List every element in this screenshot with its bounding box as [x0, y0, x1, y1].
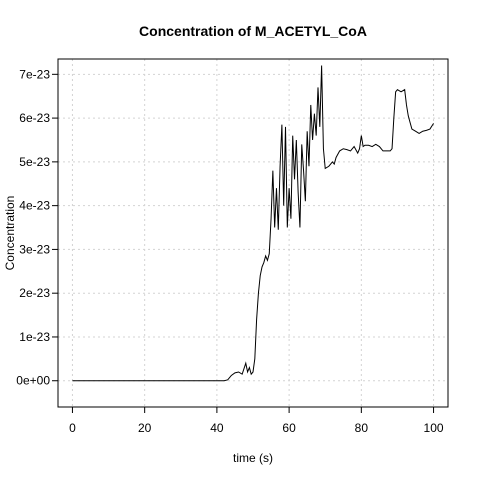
plot-frame — [57, 58, 449, 408]
y-tick-label: 2e-23 — [19, 286, 50, 300]
x-tick-label: 80 — [355, 421, 369, 435]
series-line — [72, 65, 434, 382]
y-axis-label: Concentration — [3, 196, 17, 271]
x-tick-label: 20 — [138, 421, 152, 435]
y-tick-label: 4e-23 — [19, 199, 50, 213]
y-axis: 0e+00 1e-23 2e-23 3e-23 4e-23 5e-23 6e-23 7e-23 — [16, 67, 58, 388]
y-tick-label: 7e-23 — [19, 67, 50, 81]
y-tick-label: 1e-23 — [19, 330, 50, 344]
x-axis-label: time (s) — [233, 451, 273, 465]
x-gridlines — [71, 59, 435, 407]
x-axis: 0 20 40 60 80 100 — [69, 407, 444, 435]
y-tick-label: 6e-23 — [19, 111, 50, 125]
y-tick-label: 0e+00 — [16, 374, 50, 388]
y-tick-label: 5e-23 — [19, 155, 50, 169]
x-tick-label: 0 — [69, 421, 76, 435]
x-tick-label: 100 — [424, 421, 444, 435]
y-tick-label: 3e-23 — [19, 242, 50, 256]
x-tick-label: 40 — [210, 421, 224, 435]
chart-title: Concentration of M_ACETYL_CoA — [139, 23, 367, 39]
x-tick-label: 60 — [282, 421, 296, 435]
